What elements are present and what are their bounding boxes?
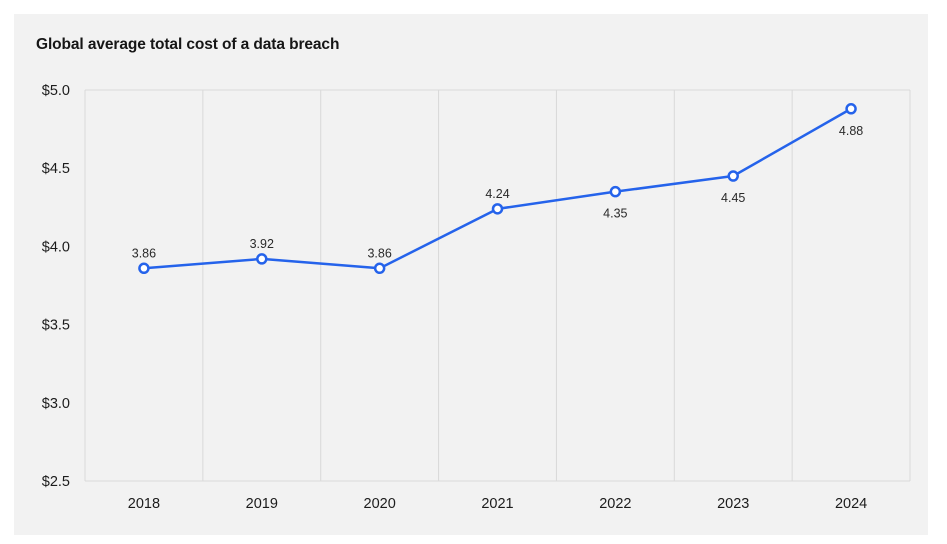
x-axis-tick-label: 2019 <box>246 496 278 512</box>
data-point-marker <box>845 103 857 115</box>
data-point-label: 3.86 <box>367 246 391 260</box>
data-point-marker <box>138 262 150 275</box>
x-axis-tick-label: 2020 <box>364 496 396 512</box>
y-axis-tick-label: $2.5 <box>42 474 70 490</box>
y-axis-tick-label: $5.0 <box>42 83 70 99</box>
data-point-marker <box>727 170 739 182</box>
x-axis-tick-label: 2022 <box>599 496 631 512</box>
data-point-label: 3.86 <box>132 246 156 260</box>
cost-of-data-breach-line-chart: $5.0 $4.5 $4.0 $3.5 $3.0 $2.5 2018 2019 2020 2021… <box>42 83 911 512</box>
data-point-label: 4.45 <box>721 191 745 205</box>
data-point-label: 3.92 <box>250 237 274 251</box>
x-axis-tick-label: 2023 <box>717 496 749 512</box>
chart-card: Global average total cost of a data brea… <box>14 14 928 535</box>
data-point-marker <box>609 185 622 198</box>
y-axis-tick-label: $4.5 <box>42 161 70 177</box>
data-point-label: 4.88 <box>839 124 863 138</box>
x-axis-tick-label: 2021 <box>481 496 513 512</box>
y-axis-tick-label: $3.5 <box>42 318 70 334</box>
data-point-marker <box>373 262 386 275</box>
data-point-label: 4.24 <box>485 187 509 201</box>
data-point-marker <box>491 203 504 215</box>
data-point-marker <box>256 253 268 265</box>
y-axis-tick-label: $4.0 <box>42 239 70 255</box>
chart-title: Global average total cost of a data brea… <box>36 36 340 53</box>
y-axis-tick-label: $3.0 <box>42 396 70 412</box>
data-point-label: 4.35 <box>603 207 627 221</box>
x-axis-tick-label: 2018 <box>128 496 160 512</box>
x-axis-tick-label: 2024 <box>835 496 867 512</box>
